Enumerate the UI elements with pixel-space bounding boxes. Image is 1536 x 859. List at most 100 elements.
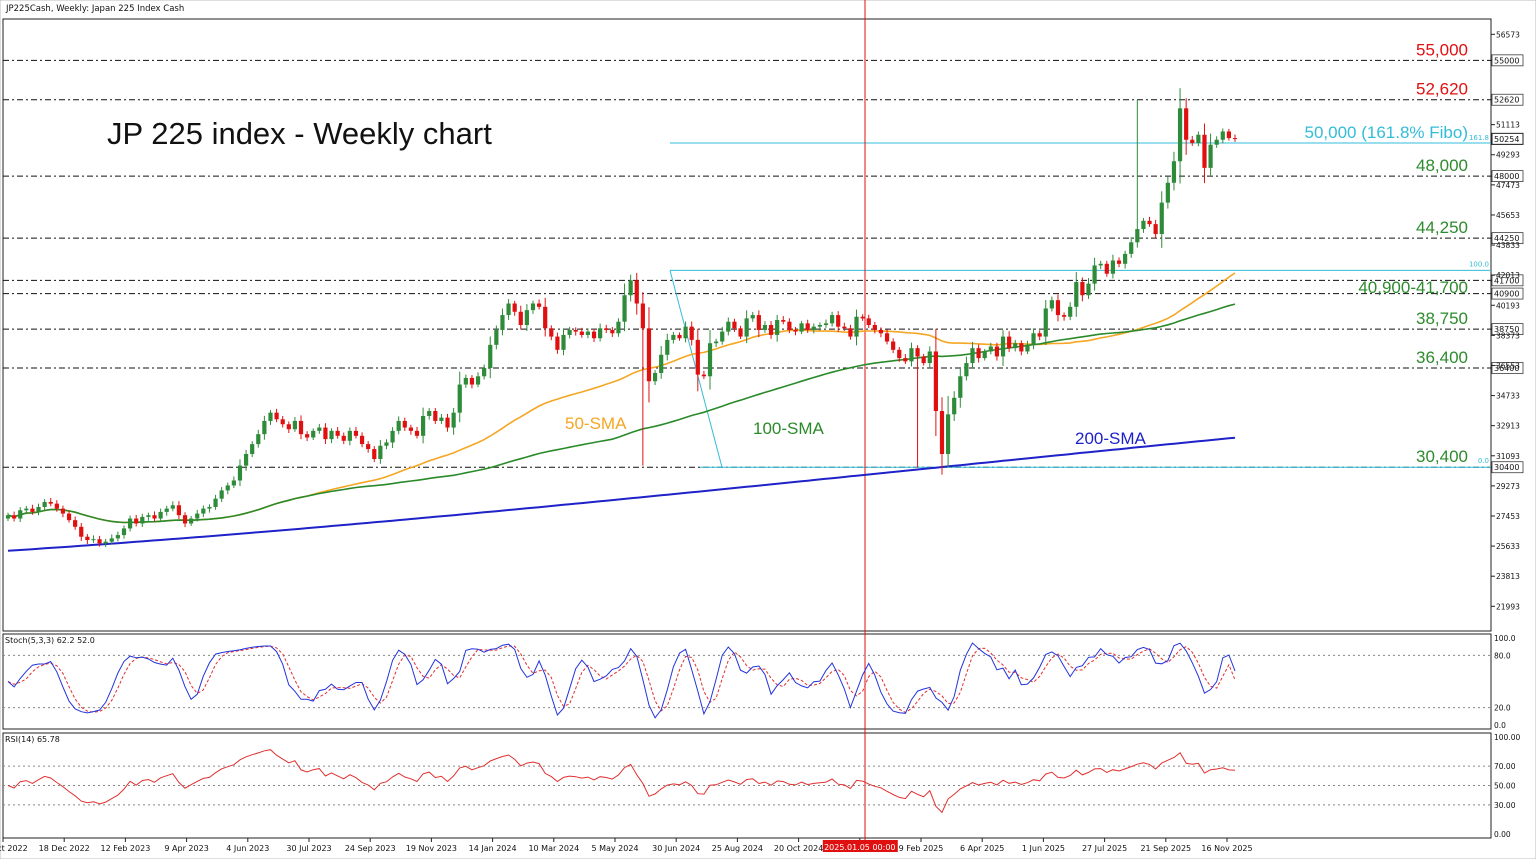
price-label-box [1491,323,1524,335]
candle-body [140,516,145,524]
candle [457,371,462,423]
candle [1159,191,1164,248]
date-label: 23 Oct 2022 [0,844,28,853]
candle [610,326,615,337]
price-label-box [1491,93,1524,106]
candle-body [1214,139,1219,145]
candle [298,415,304,440]
candle [994,342,1000,361]
candle [347,427,352,446]
candle [799,320,804,335]
candle [646,307,652,403]
date-label: 4 Jun 2023 [226,844,269,853]
price-label: 36400 [1494,364,1519,373]
candle [402,417,407,431]
candle [451,407,456,435]
candle [549,325,554,341]
candle [384,439,389,450]
candle-body [683,326,688,339]
date-label: 19 Nov 2023 [406,844,457,853]
last-price-box [1491,132,1524,145]
candle-body [445,417,450,428]
candle-body [170,505,175,509]
candle-body [237,465,243,481]
candle [1043,300,1048,346]
candle [262,415,267,440]
price-label-box [1491,170,1524,182]
candle-body [134,518,139,524]
candle [109,534,114,545]
date-label: 6 Apr 2025 [960,844,1004,853]
candle-body [549,328,554,337]
candle [1055,294,1061,322]
candle [878,327,884,338]
date-label: 30 Jun 2024 [652,844,700,853]
candle [225,482,230,495]
candle [127,515,133,532]
candle [311,428,316,440]
candle [988,342,993,355]
candle [170,501,175,512]
candle [115,531,120,542]
date-label: 14 Jan 2024 [469,844,517,853]
candle-body [353,430,359,436]
date-label: 25 Aug 2024 [712,844,763,853]
candle [555,332,560,354]
candle-body [366,444,371,450]
stoch-tick-label: 80.0 [1494,651,1511,660]
candle-body [903,358,908,362]
candle [518,305,523,330]
candle-body [341,435,346,441]
candle [12,511,17,522]
candle [1104,260,1109,277]
candle [396,416,401,435]
candle-body [164,508,169,512]
price-tick-label: 45653 [1496,211,1520,220]
price-tick-label: 42013 [1496,271,1520,280]
candle [811,323,816,334]
candle-body [1153,224,1158,235]
candle-body [695,339,700,375]
date-label: 16 Nov 2025 [1201,844,1252,853]
candle-body [323,427,328,440]
candle [353,426,359,439]
candle [54,500,59,512]
candle-body [970,348,975,364]
candle-body [250,444,255,455]
candle-body [1171,161,1177,183]
candle-body [1049,300,1054,309]
candle [573,327,578,336]
candle [750,311,755,322]
candle [1153,219,1158,238]
candle [1214,136,1219,148]
candle [781,316,786,325]
candle [469,375,475,389]
price-label-box [1491,362,1524,374]
price-label-box [1491,54,1524,67]
candle-body [884,333,890,342]
candle-body [317,427,322,431]
candle-body [414,430,420,436]
candle-body [1092,265,1097,284]
candle-body [1226,131,1231,139]
candle-body [189,518,194,524]
candle [427,408,432,420]
candle [714,338,719,347]
candle [1129,236,1134,258]
candle-body [1007,336,1012,349]
candle-body [256,434,261,445]
candle [1049,296,1054,312]
candle-body [982,351,987,359]
candle-body [921,356,926,364]
candle-body [1068,306,1073,317]
candle-body [176,505,182,516]
date-label: 9 Apr 2023 [164,844,208,853]
candle-body [1000,336,1006,357]
candle [1000,330,1006,366]
candle [1080,277,1085,302]
candle [97,535,102,547]
candle [66,511,72,523]
candle-body [347,430,352,441]
candle-body [115,535,120,539]
